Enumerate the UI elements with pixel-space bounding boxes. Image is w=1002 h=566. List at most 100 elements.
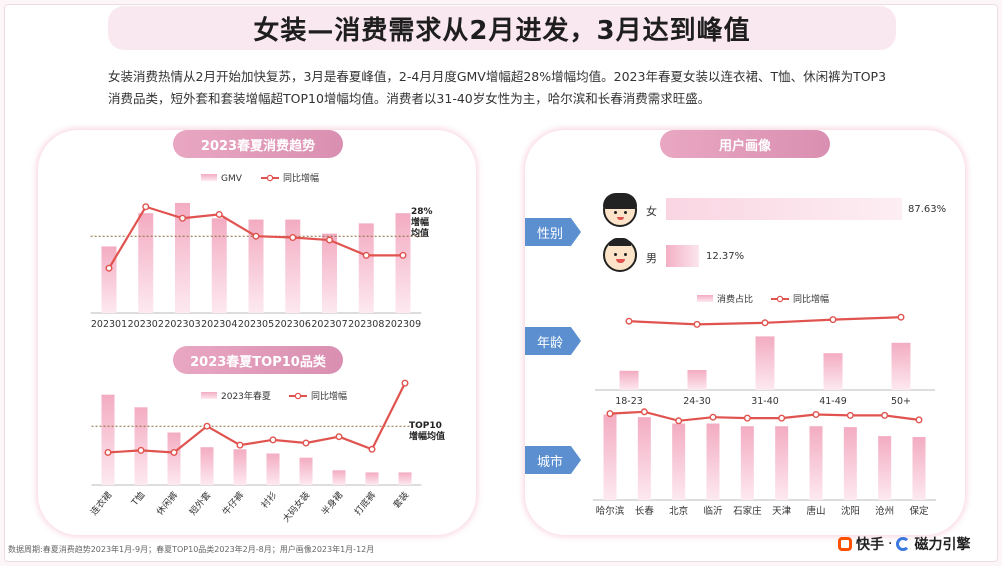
reference-label-0-1: 增幅 (411, 216, 429, 228)
bar-1-6 (299, 457, 313, 485)
growth-point-1-9 (401, 379, 409, 387)
bar-1-1 (134, 407, 148, 485)
tick-label-4-2: 北京 (669, 505, 688, 517)
growth-point-4-4 (743, 414, 751, 422)
male-avatar-icon (603, 238, 637, 272)
footer-note: 数据周期:春夏消费趋势2023年1月-9月；春夏TOP10品类2023年2月-8… (8, 545, 375, 554)
legend-label-line-0: 同比增幅 (283, 172, 319, 184)
male-label: 男 (646, 252, 657, 265)
bar-1-3 (200, 447, 214, 485)
growth-point-1-5 (269, 436, 277, 444)
tick-label-1-2: 休闲裤 (154, 489, 181, 517)
growth-point-4-0 (606, 410, 614, 418)
bar-4-4 (740, 426, 754, 500)
growth-point-1-4 (236, 441, 244, 449)
growth-point-4-5 (778, 414, 786, 422)
growth-line-1 (107, 382, 406, 454)
tick-label-4-8: 沧州 (875, 505, 894, 517)
growth-point-0-3 (215, 210, 223, 218)
tick-label-3-4: 50+ (891, 396, 911, 407)
tick-label-3-3: 41-49 (819, 396, 847, 407)
bar-0-3 (211, 218, 227, 313)
growth-point-1-7 (335, 433, 343, 441)
growth-point-3-1 (693, 320, 701, 328)
growth-point-0-1 (142, 203, 150, 211)
tick-label-0-8: 202309 (385, 319, 421, 330)
tick-label-4-7: 沈阳 (841, 505, 860, 517)
growth-point-3-3 (829, 316, 837, 324)
growth-point-3-0 (625, 317, 633, 325)
legend-marker-line-3 (776, 295, 784, 303)
bar-4-8 (878, 436, 892, 500)
kuaishou-logo-icon (838, 537, 852, 551)
bar-3-1 (687, 370, 707, 390)
growth-point-3-2 (761, 319, 769, 327)
tick-label-4-5: 天津 (772, 506, 792, 517)
female-share-label: 87.63% (908, 204, 947, 215)
growth-point-1-0 (104, 448, 112, 456)
bar-4-2 (672, 423, 686, 500)
logo-separator: · (888, 536, 893, 552)
tick-label-0-6: 202307 (311, 319, 347, 330)
tick-label-4-9: 保定 (909, 505, 929, 517)
growth-point-4-7 (846, 411, 854, 419)
legend-swatch-bar-1 (201, 392, 217, 399)
bar-0-2 (175, 202, 190, 313)
tick-label-4-3: 临沂 (703, 505, 723, 517)
kuaishou-logo-text: 快手 (856, 537, 884, 553)
cili-logo-text: 磁力引擎 (914, 537, 971, 553)
bar-3-4 (891, 342, 911, 390)
growth-line-4 (609, 410, 920, 422)
bar-4-0 (603, 414, 617, 500)
city-tag: 城市 (525, 446, 581, 474)
top10-chart-title: 2023春夏TOP10品类 (173, 346, 343, 374)
legend-marker-line-0 (266, 174, 274, 182)
bar-4-1 (637, 417, 651, 500)
description: 女装消费热情从2月开始加快复苏，3月是春夏峰值，2-4月月度GMV增幅超28%增… (108, 69, 887, 106)
growth-point-4-8 (881, 411, 889, 419)
tick-label-1-1: T恤 (128, 489, 147, 509)
growth-point-4-3 (709, 413, 717, 421)
bar-3-3 (823, 353, 843, 390)
legend-label-bar-0: GMV (221, 174, 243, 184)
page-title: 女装—消费需求从2月进发，3月达到峰值 (253, 15, 751, 46)
growth-point-1-8 (368, 445, 376, 453)
bar-4-7 (843, 427, 857, 500)
growth-point-0-6 (326, 236, 334, 244)
tick-label-1-5: 衬衫 (259, 489, 280, 511)
user-profile-title: 用户画像 (660, 130, 830, 158)
growth-point-0-2 (178, 214, 186, 222)
reference-label-1-1: 增幅均值 (409, 430, 445, 442)
tick-label-1-3: 短外套 (187, 489, 214, 517)
legend-swatch-bar-0 (201, 174, 217, 181)
bar-0-4 (248, 219, 264, 313)
bar-0-1 (138, 213, 154, 313)
bar-4-9 (912, 437, 926, 500)
reference-label-1-0: TOP10 (409, 421, 442, 431)
growth-point-3-4 (897, 313, 905, 321)
bar-0-0 (101, 246, 117, 313)
gender-tag: 性别 (525, 218, 581, 246)
growth-point-4-9 (915, 416, 923, 424)
tick-label-1-7: 半身裙 (319, 489, 346, 517)
logos: 快手 · 磁力引擎 (838, 534, 970, 554)
tick-label-3-1: 24-30 (683, 396, 711, 407)
reference-label-0-2: 均值 (411, 227, 429, 239)
tick-label-1-9: 套装 (391, 489, 412, 511)
tick-label-1-4: 牛仔裤 (220, 489, 247, 517)
growth-point-4-1 (640, 408, 648, 416)
reference-label-0-0: 28% (411, 207, 433, 217)
male-share-label: 12.37% (706, 251, 745, 262)
tick-label-0-0: 202301 (91, 319, 127, 330)
bar-4-3 (706, 423, 720, 500)
growth-point-0-5 (289, 233, 297, 241)
legend-swatch-bar-3 (697, 295, 713, 302)
legend-marker-line-1 (294, 392, 302, 400)
legend-label-line-3: 同比增幅 (793, 293, 829, 305)
tick-label-0-1: 202302 (128, 319, 164, 330)
title-box: 女装—消费需求从2月进发，3月达到峰值 (108, 6, 896, 50)
bar-1-9 (398, 472, 412, 485)
growth-point-4-2 (675, 417, 683, 425)
female-avatar-icon (603, 193, 637, 227)
